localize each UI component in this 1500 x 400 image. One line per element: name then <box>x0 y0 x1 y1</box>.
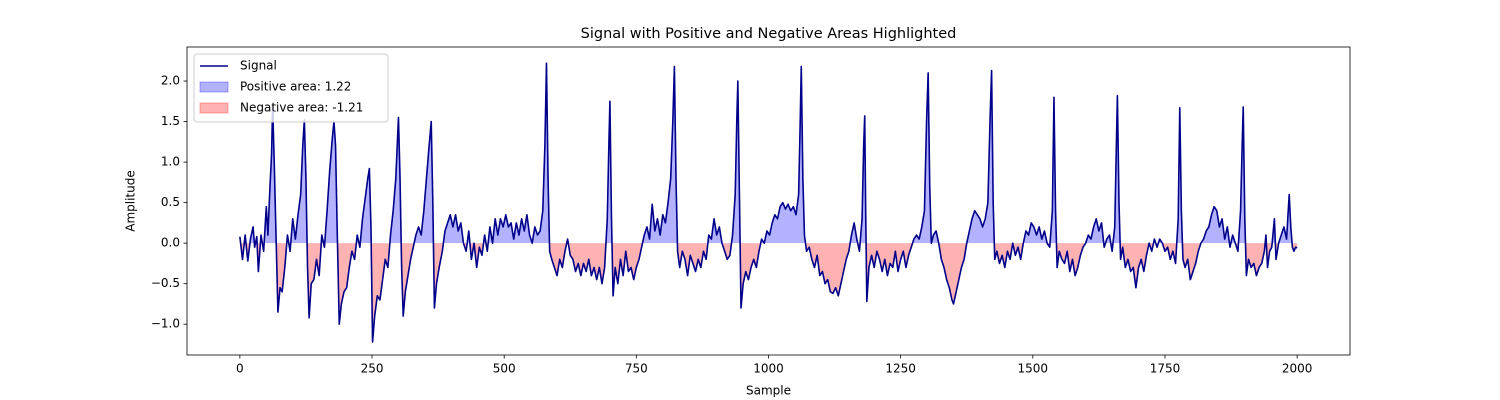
y-tick-label: 2.0 <box>161 74 180 88</box>
positive-area <box>239 63 1298 244</box>
x-tick-label: 1500 <box>1018 362 1049 376</box>
legend-label: Positive area: 1.22 <box>240 80 351 94</box>
x-tick-label: 500 <box>493 362 516 376</box>
y-tick-label: 1.5 <box>161 114 180 128</box>
x-tick-label: 1000 <box>753 362 784 376</box>
x-tick-label: 750 <box>625 362 648 376</box>
x-tick-label: 0 <box>236 362 244 376</box>
x-tick-label: 2000 <box>1282 362 1313 376</box>
x-tick-label: 1250 <box>885 362 916 376</box>
legend-patch <box>199 102 229 114</box>
y-tick-label: 1.0 <box>161 155 180 169</box>
legend-label: Signal <box>240 59 277 73</box>
legend-box <box>193 53 389 123</box>
y-tick-label: −0.5 <box>151 276 180 290</box>
x-tick-label: 1750 <box>1150 362 1181 376</box>
signal-line <box>239 62 1298 343</box>
y-axis-label: Amplitude <box>124 170 138 232</box>
x-tick-label: 250 <box>361 362 384 376</box>
legend-label: Negative area: -1.21 <box>240 101 363 115</box>
y-tick-label: −1.0 <box>151 317 180 331</box>
chart-title: Signal with Positive and Negative Areas … <box>581 26 957 42</box>
y-tick-label: 0.5 <box>161 195 180 209</box>
y-tick-label: 0.0 <box>161 236 180 250</box>
x-axis-label: Sample <box>746 384 791 398</box>
legend-patch <box>199 81 229 93</box>
negative-area <box>240 243 1298 343</box>
